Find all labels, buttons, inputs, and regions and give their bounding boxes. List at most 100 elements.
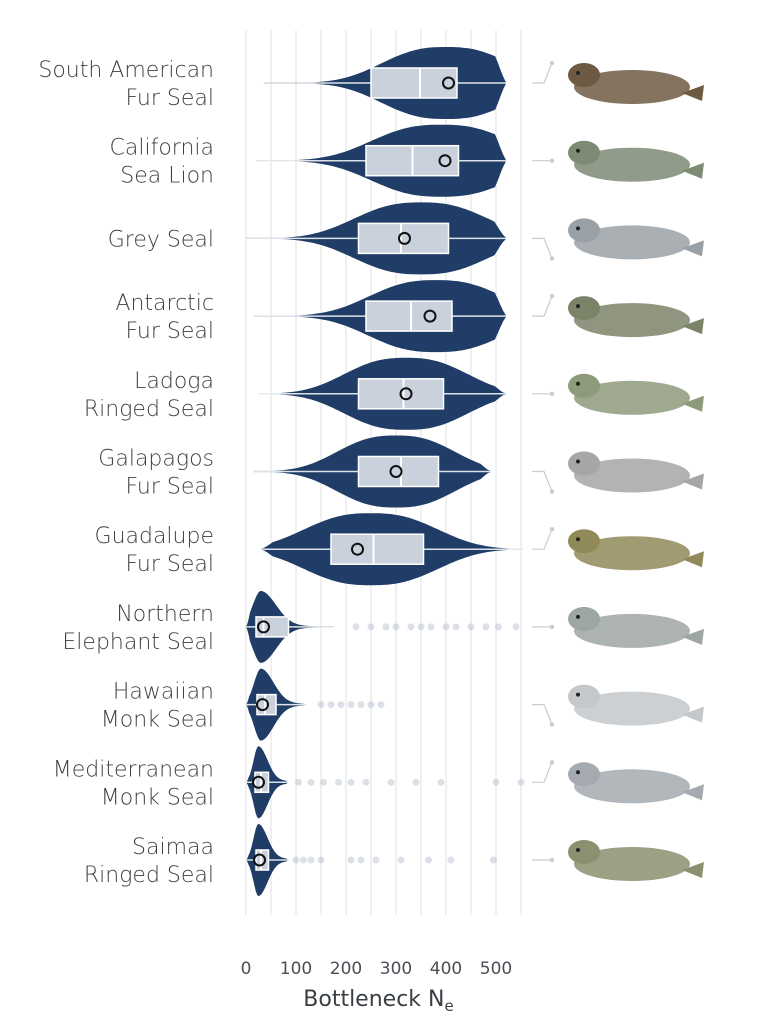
outlier-point	[320, 778, 327, 786]
seal-body	[574, 847, 690, 881]
species-row: Guadalupe Fur Seal	[95, 513, 704, 586]
leader-line	[532, 528, 553, 550]
mean-point	[423, 309, 437, 323]
grey-seal-illustration	[568, 218, 704, 260]
saimaa-ringed-seal-illustration	[568, 840, 704, 881]
leader-dot	[549, 624, 555, 630]
species-label: South American Fur Seal	[38, 58, 214, 111]
seal-eye	[576, 770, 580, 775]
seal-head	[568, 296, 600, 321]
leader-line	[532, 62, 553, 84]
x-tick-label: 0	[241, 959, 252, 979]
elephant-seal-illustration	[568, 606, 704, 648]
leader-dot	[549, 391, 555, 396]
leader-dot	[549, 256, 555, 261]
species-row: California Sea Lion	[110, 124, 704, 197]
outlier-point	[387, 778, 395, 786]
x-tick-label: 500	[480, 959, 512, 979]
x-axis-title: Bottleneck Ne	[303, 987, 453, 1015]
leader-line	[532, 295, 553, 317]
seal-head	[568, 373, 600, 398]
seal-eye	[576, 692, 580, 697]
outlier-point	[367, 623, 375, 631]
seal-tail	[682, 862, 704, 878]
seal-tail	[682, 318, 704, 335]
mean-point	[438, 154, 452, 168]
outlier-point	[352, 623, 360, 631]
outlier-point	[417, 623, 425, 631]
seal-head	[568, 529, 600, 554]
seal-eye	[576, 459, 580, 464]
seal-body	[574, 613, 690, 648]
seal-head	[568, 63, 600, 87]
outlier-point	[372, 856, 380, 864]
mean-point	[253, 853, 266, 867]
x-tick-label: 100	[280, 959, 312, 979]
seal-body	[574, 303, 690, 338]
guadalupe-fur-seal-illustration	[568, 529, 704, 571]
seal-tail	[682, 162, 704, 179]
outlier-point	[347, 778, 355, 786]
leader-dot	[549, 760, 555, 765]
seal-head	[568, 684, 600, 709]
outlier-point	[317, 856, 325, 864]
seal-eye	[576, 226, 580, 231]
outlier-point	[407, 623, 415, 631]
species-row: Saimaa Ringed Seal	[84, 824, 704, 896]
outlier-point	[492, 778, 500, 786]
species-label: Galapagos Fur Seal	[98, 447, 214, 500]
outlier-point	[295, 778, 302, 786]
species-label: California Sea Lion	[110, 136, 214, 189]
seal-tail	[682, 706, 704, 723]
leader-dot	[549, 722, 555, 727]
outlier-point	[425, 856, 432, 864]
seal-tail	[682, 85, 704, 101]
seal-body	[574, 536, 690, 571]
species-label: Antarctic Fur Seal	[115, 291, 214, 344]
outlier-point	[377, 701, 385, 709]
seal-head	[568, 840, 600, 864]
outlier-point	[442, 623, 450, 631]
seal-head	[568, 218, 600, 243]
seal-head	[568, 451, 600, 476]
iqr-box	[357, 455, 440, 488]
mean-point	[256, 698, 269, 712]
seal-body	[574, 70, 690, 104]
leader-dot	[549, 857, 555, 863]
leader-line	[532, 470, 553, 492]
mean-point	[399, 387, 413, 401]
outlier-point	[397, 856, 405, 864]
outlier-point	[362, 778, 370, 786]
seal-eye	[576, 304, 580, 309]
leader-dot	[549, 527, 555, 532]
outlier-point	[447, 856, 455, 864]
seal-tail	[682, 784, 704, 801]
outlier-point	[482, 623, 490, 631]
outlier-point	[347, 856, 355, 864]
outlier-point	[357, 856, 365, 864]
outlier-point	[300, 856, 307, 864]
outlier-point	[452, 623, 460, 631]
outlier-point	[307, 778, 315, 786]
seal-tail	[682, 551, 704, 568]
seal-eye	[576, 148, 580, 153]
x-tick-label: 400	[430, 959, 462, 979]
x-tick-label: 300	[380, 959, 412, 979]
species-row: Hawaiian Monk Seal	[101, 668, 704, 741]
seal-body	[574, 458, 690, 493]
species-label: Grey Seal	[108, 227, 214, 252]
iqr-box	[256, 693, 277, 716]
outlier-point	[490, 856, 497, 864]
seal-body	[574, 769, 690, 804]
species-label: Saimaa Ringed Seal	[84, 835, 214, 888]
leader-dot	[549, 60, 555, 66]
seal-body	[574, 225, 690, 260]
outlier-point	[292, 856, 300, 864]
galapagos-fur-seal-illustration	[568, 451, 704, 493]
outlier-point	[317, 701, 325, 709]
iqr-box	[330, 533, 425, 565]
mean-point	[257, 620, 270, 634]
seal-tail	[682, 395, 704, 412]
seal-eye	[576, 848, 580, 852]
